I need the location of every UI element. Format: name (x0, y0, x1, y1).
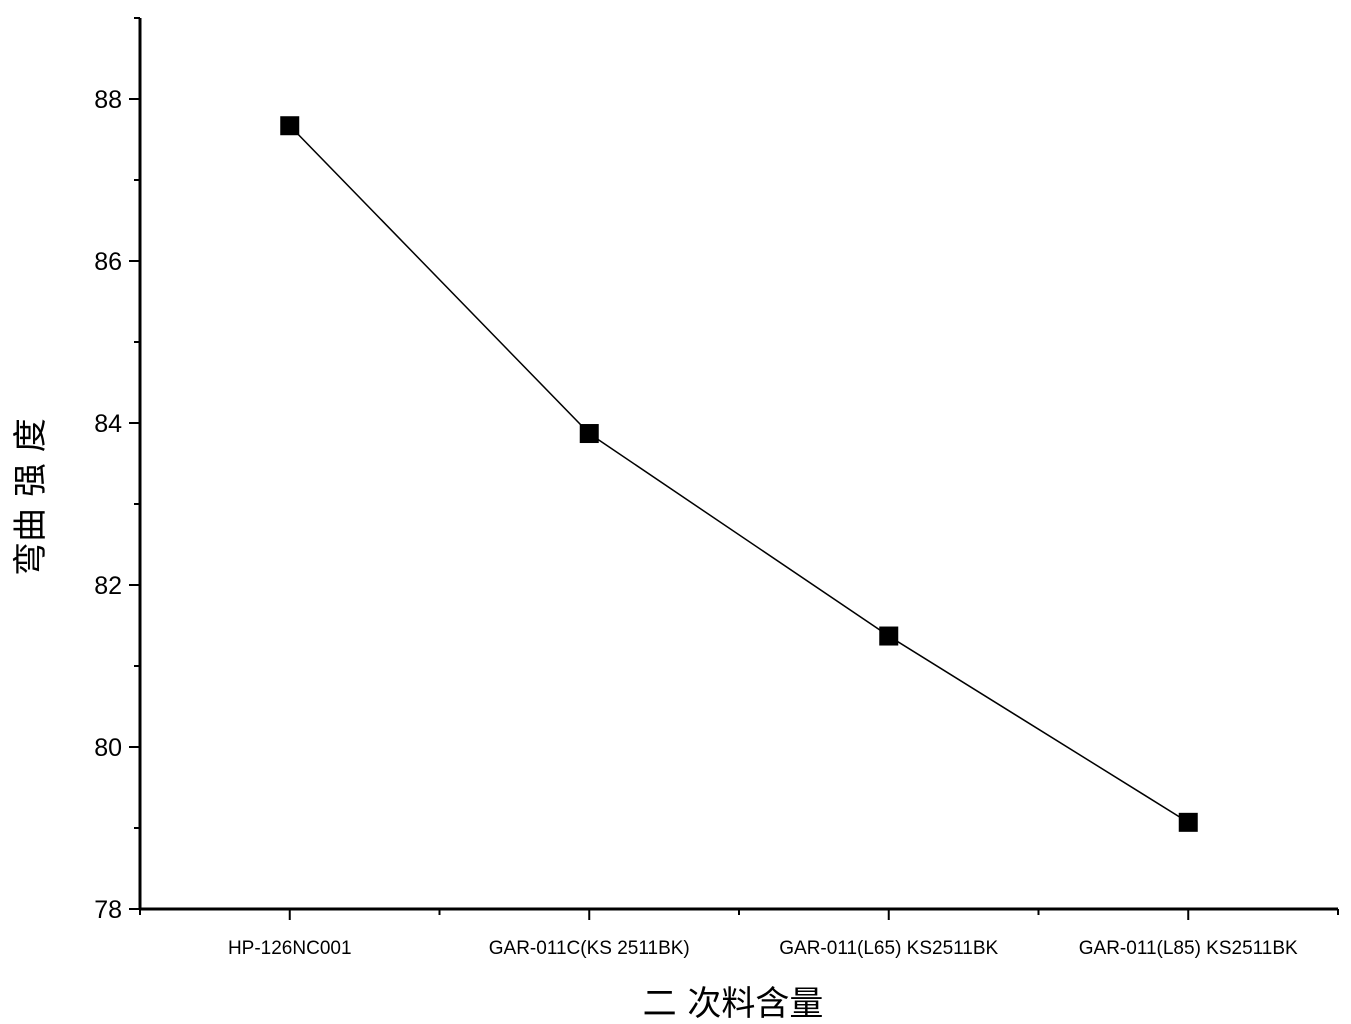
data-point-marker (579, 424, 599, 444)
series-group (280, 116, 1198, 832)
x-ticks: HP-126NC001 GAR-011C(KS 2511BK) GAR-011(L6… (139, 909, 1339, 959)
x-tick-label: GAR-011C(KS 2511BK) (489, 938, 690, 959)
series-line (289, 125, 1189, 823)
y-axis-title: 弯曲 强 度 (11, 418, 51, 576)
y-tick-label: 88 (94, 86, 122, 114)
y-tick-label: 84 (94, 410, 122, 438)
y-tick-label: 86 (94, 248, 122, 276)
x-tick-label: GAR-011(L85) KS2511BK (1079, 938, 1298, 959)
data-point-marker (879, 626, 899, 646)
y-tick-label: 80 (94, 734, 122, 762)
x-tick-label: HP-126NC001 (228, 938, 352, 959)
axes (138, 18, 1338, 911)
x-axis-title: 二 次料含量 (643, 984, 824, 1024)
y-ticks: 78 80 82 84 86 88 (94, 17, 140, 924)
data-point-marker (280, 116, 300, 136)
x-tick-label: GAR-011(L65) KS2511BK (779, 938, 998, 959)
data-point-marker (1178, 812, 1198, 832)
y-tick-label: 82 (94, 572, 122, 600)
y-tick-label: 78 (94, 896, 122, 924)
